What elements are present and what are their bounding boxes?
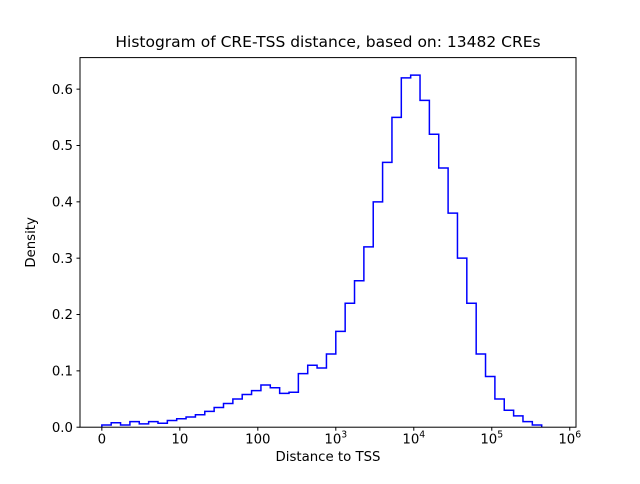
y-tick-label: 0.4 — [52, 195, 73, 210]
y-tick-label: 0.0 — [52, 421, 73, 436]
x-axis-label: Distance to TSS — [276, 450, 381, 465]
y-tick-label: 0.2 — [52, 308, 73, 323]
x-tick-label: 104 — [402, 430, 425, 448]
y-axis-label: Density — [24, 217, 39, 268]
plot-area — [80, 57, 576, 428]
y-axis-ticks: 0.0 0.1 0.2 0.3 0.4 0.5 0.6 — [52, 83, 80, 436]
chart-title: Histogram of CRE-TSS distance, based on:… — [115, 33, 540, 51]
histogram-outline — [101, 74, 543, 428]
axes-spines — [79, 57, 577, 428]
x-tick-label: 103 — [324, 430, 347, 448]
y-tick-label: 0.6 — [52, 83, 73, 98]
x-tick-label: 106 — [558, 430, 581, 448]
y-tick-label: 0.5 — [52, 139, 73, 154]
x-tick-label: 105 — [480, 430, 503, 448]
y-tick-label: 0.3 — [52, 252, 73, 267]
histogram-step-series — [101, 74, 543, 428]
y-tick-label: 0.1 — [52, 364, 73, 379]
x-tick-label: 0 — [98, 433, 106, 448]
x-tick-label: 100 — [245, 433, 270, 448]
x-tick-label: 10 — [171, 433, 188, 448]
x-axis-ticks: 0 10 100 103 104 105 106 — [98, 427, 581, 448]
